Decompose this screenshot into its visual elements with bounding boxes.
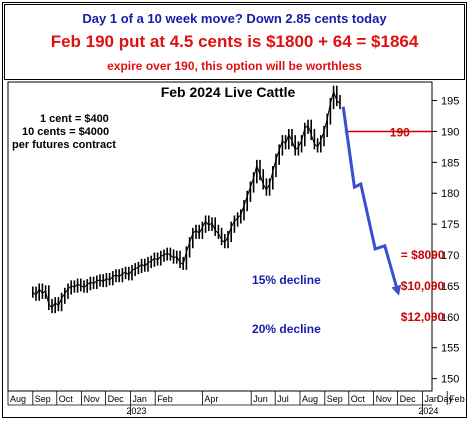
x-month-label: Jun <box>253 394 268 404</box>
annotation-label: $10,000 <box>401 279 445 293</box>
y-tick-label: 170 <box>441 250 459 262</box>
y-tick-label: 190 <box>441 126 459 138</box>
annotation-label: 20% decline <box>252 322 321 336</box>
x-month-label: Sep <box>327 394 343 404</box>
chart-title: Feb 2024 Live Cattle <box>161 84 296 100</box>
y-tick-label: 175 <box>441 219 459 231</box>
x-month-label: Dec <box>400 394 417 404</box>
x-month-label: Sep <box>35 394 51 404</box>
x-day-label: Day <box>437 394 454 404</box>
headline-line-3: expire over 190, this option will be wor… <box>107 59 362 73</box>
x-year-label: 2024 <box>418 406 438 416</box>
note-text: 1 cent = $400 <box>40 113 109 125</box>
x-month-label: Jan <box>132 394 147 404</box>
headline-line-1: Day 1 of a 10 week move? Down 2.85 cents… <box>82 11 387 26</box>
note-text: per futures contract <box>12 139 116 151</box>
x-month-label: Aug <box>302 394 318 404</box>
strike-label: 190 <box>390 125 410 139</box>
y-tick-label: 185 <box>441 157 459 169</box>
headline-line-2: Feb 190 put at 4.5 cents is $1800 + 64 =… <box>50 32 419 51</box>
x-month-label: Nov <box>376 394 393 404</box>
y-tick-label: 165 <box>441 281 459 293</box>
annotation-label: = $8000 <box>401 248 445 262</box>
x-year-label: 2023 <box>126 406 146 416</box>
headline-banner: Day 1 of a 10 week move? Down 2.85 cents… <box>4 4 465 80</box>
x-month-label: Feb <box>157 394 173 404</box>
y-tick-label: 180 <box>441 188 459 200</box>
y-tick-label: 160 <box>441 312 459 324</box>
annotation-label: $12,000 <box>401 310 445 324</box>
x-month-label: Dec <box>108 394 125 404</box>
y-tick-label: 195 <box>441 96 459 108</box>
x-month-label: Feb <box>449 394 465 404</box>
x-month-label: Jul <box>277 394 289 404</box>
annotation-label: 15% decline <box>252 273 321 287</box>
x-month-label: Oct <box>59 394 74 404</box>
y-tick-label: 150 <box>441 374 459 386</box>
y-tick-label: 155 <box>441 343 459 355</box>
x-month-label: Oct <box>351 394 366 404</box>
x-month-label: Nov <box>84 394 101 404</box>
x-month-label: Jan <box>424 394 439 404</box>
x-month-label: Apr <box>204 394 218 404</box>
projection-arrow <box>341 106 402 296</box>
price-line <box>32 89 341 309</box>
note-text: 10 cents = $4000 <box>22 126 109 138</box>
x-month-label: Aug <box>10 394 26 404</box>
